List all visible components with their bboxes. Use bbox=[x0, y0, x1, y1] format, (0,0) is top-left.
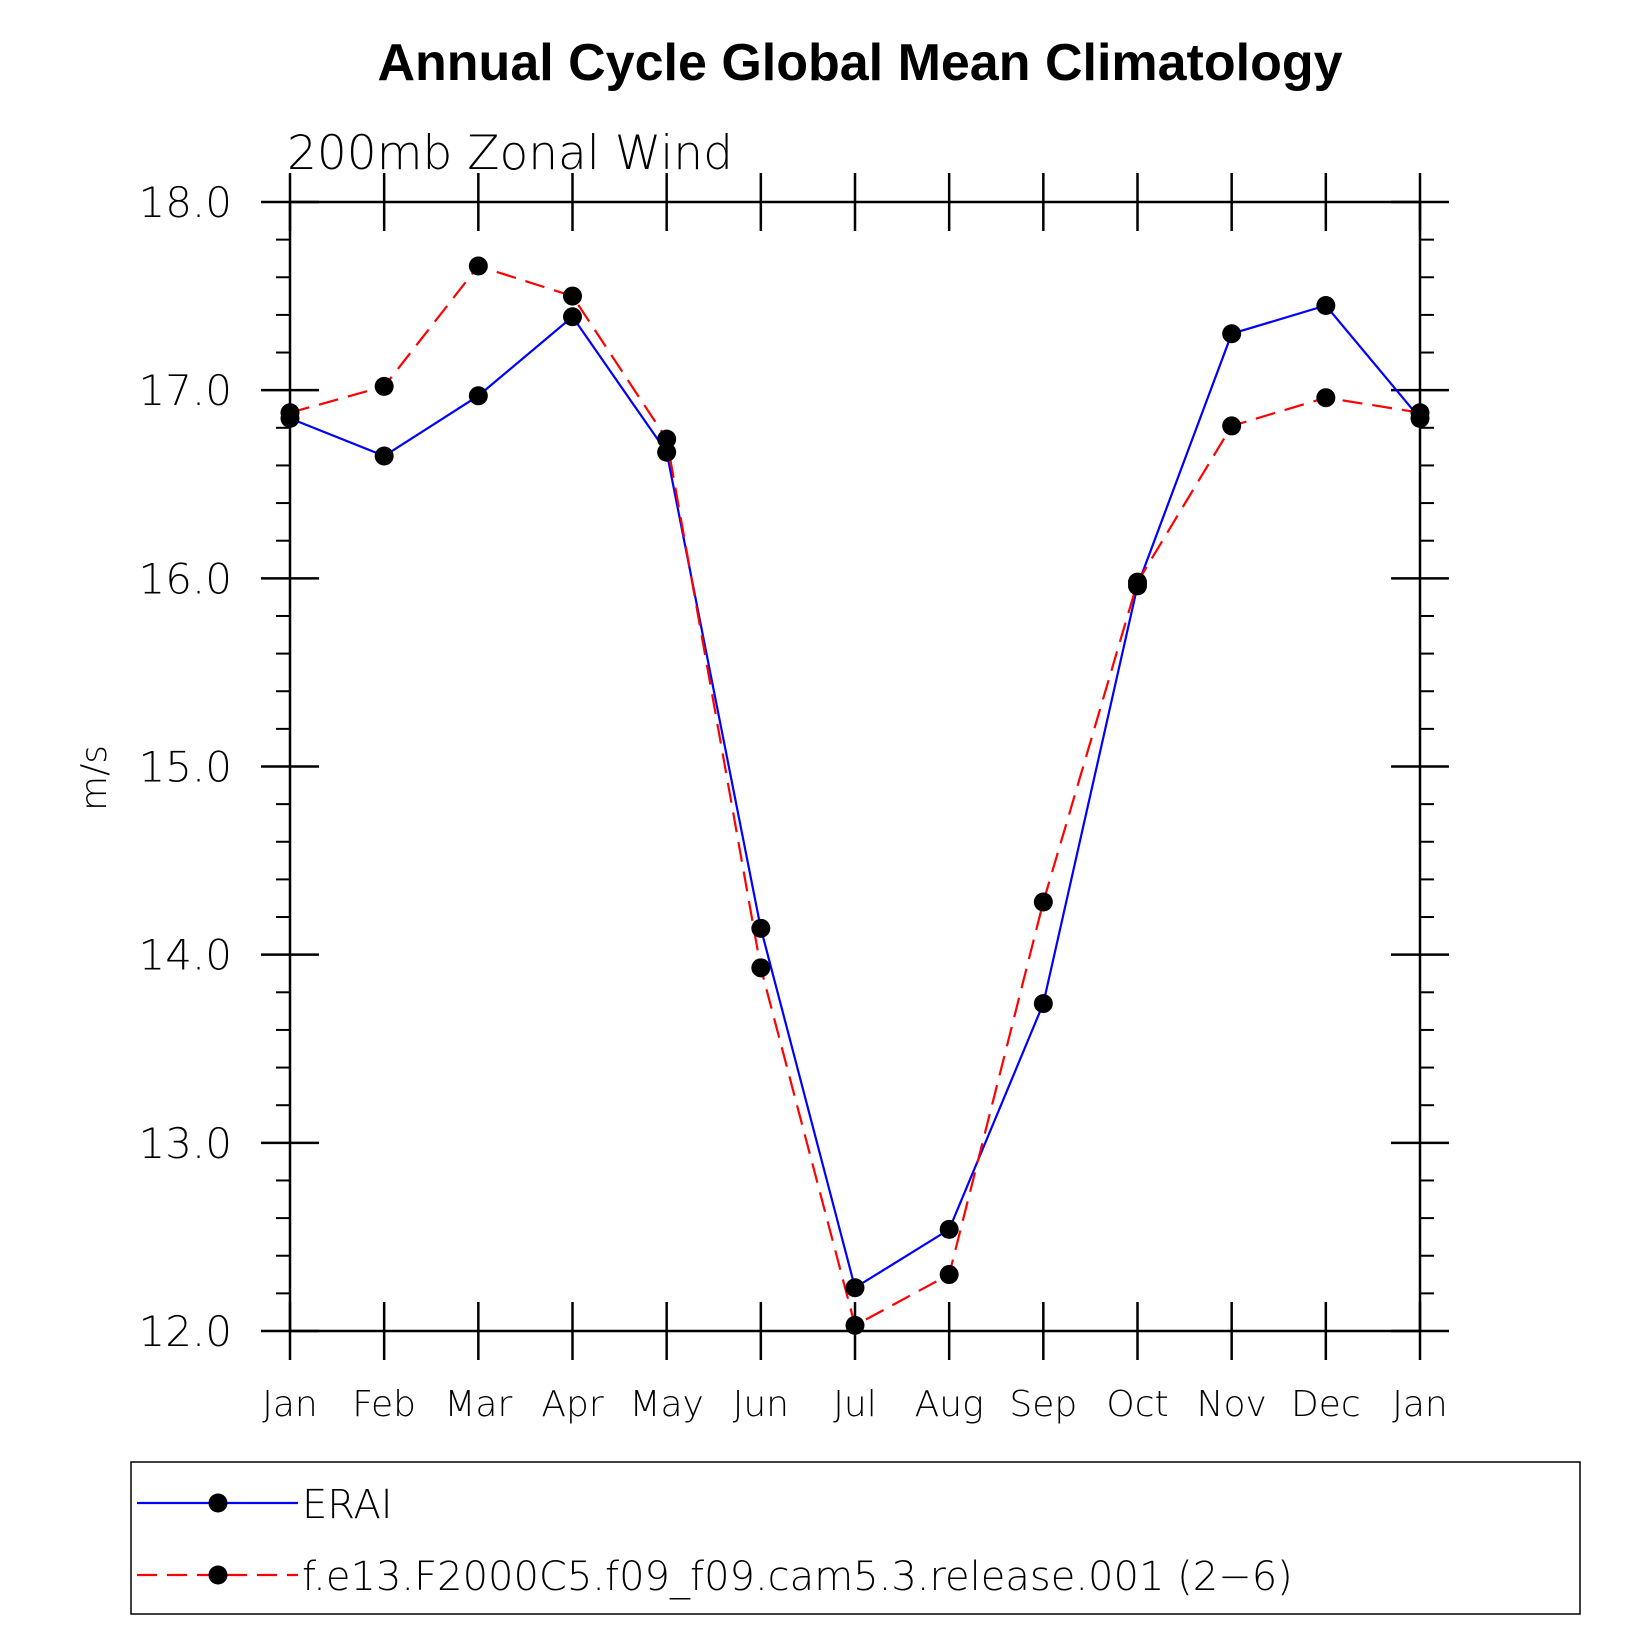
x-tick-label: Dec bbox=[1291, 1384, 1361, 1425]
series-line-1 bbox=[289, 264, 1421, 1328]
x-tick-label: Apr bbox=[541, 1384, 603, 1425]
series-0-point bbox=[374, 446, 394, 466]
series-1-point bbox=[1222, 416, 1242, 436]
series-1-point bbox=[374, 376, 394, 396]
legend-label-erai: ERAI bbox=[302, 1482, 393, 1528]
y-tick-label: 18.0 bbox=[138, 178, 232, 227]
y-tick-label: 14.0 bbox=[138, 931, 232, 980]
series-0-point bbox=[751, 918, 771, 938]
legend-label-model: f.e13.F2000C5.f09_f09.cam5.3.release.001… bbox=[302, 1554, 1293, 1600]
series-0-point bbox=[1222, 324, 1242, 344]
series-line-0 bbox=[289, 304, 1421, 1290]
series-1-point bbox=[939, 1265, 959, 1285]
series-0-point bbox=[1316, 295, 1336, 315]
series-1-point bbox=[1128, 572, 1147, 592]
y-tick-label: 13.0 bbox=[138, 1119, 232, 1168]
y-tick-label: 16.0 bbox=[138, 554, 232, 603]
y-tick-label: 17.0 bbox=[138, 366, 232, 415]
y-tick-label: 15.0 bbox=[138, 743, 232, 792]
x-tick-label: Feb bbox=[352, 1384, 416, 1425]
series-0-point bbox=[468, 386, 488, 406]
axis-ticks bbox=[261, 173, 1449, 1360]
x-tick-label: Oct bbox=[1106, 1384, 1168, 1425]
x-tick-label: Sep bbox=[1009, 1384, 1077, 1425]
series-0-point bbox=[1033, 994, 1053, 1014]
series-1-point bbox=[563, 286, 582, 306]
y-tick-label: 12.0 bbox=[138, 1307, 232, 1356]
x-tick-label: May bbox=[629, 1384, 703, 1425]
y-tick-labels: 12.0 13.0 14.0 15.0 16.0 17.0 18.0 bbox=[138, 178, 232, 1356]
x-tick-label: Jul bbox=[833, 1384, 876, 1425]
series-1-point bbox=[468, 256, 488, 276]
plot-frame bbox=[288, 200, 1422, 1333]
series-1-point bbox=[845, 1315, 865, 1335]
series-0-point bbox=[845, 1278, 865, 1298]
series-1-point bbox=[1316, 388, 1336, 408]
series-0-point bbox=[563, 307, 582, 327]
chart-subtitle: 200mb Zonal Wind bbox=[287, 126, 733, 181]
x-tick-labels: Jan Feb Mar Apr May Jun Jul Aug Sep Oct Nov Dec Jan bbox=[262, 1384, 1448, 1425]
legend-marker-model bbox=[208, 1565, 228, 1585]
x-tick-label: Mar bbox=[444, 1384, 512, 1425]
x-tick-label: Nov bbox=[1197, 1384, 1267, 1425]
series-0-point bbox=[939, 1219, 959, 1239]
legend-marker-erai bbox=[208, 1493, 228, 1513]
chart-title: Annual Cycle Global Mean Climatology bbox=[377, 34, 1342, 92]
y-axis-label: m/s bbox=[74, 745, 115, 811]
series-1-point bbox=[1410, 403, 1430, 423]
series-1-point bbox=[280, 403, 300, 423]
series-1-point bbox=[657, 429, 677, 449]
x-tick-label: Jan bbox=[1392, 1384, 1448, 1425]
legend-box bbox=[130, 1461, 1581, 1615]
series-1-point bbox=[751, 958, 771, 978]
series-1-point bbox=[1033, 892, 1053, 912]
x-tick-label: Aug bbox=[915, 1384, 984, 1425]
series-0-point bbox=[657, 442, 677, 462]
legend: ERAI f.e13.F2000C5.f09_f09.cam5.3.releas… bbox=[130, 1461, 1581, 1615]
x-tick-label: Jun bbox=[733, 1384, 789, 1425]
series-layer bbox=[280, 256, 1430, 1335]
x-tick-label: Jan bbox=[262, 1384, 318, 1425]
